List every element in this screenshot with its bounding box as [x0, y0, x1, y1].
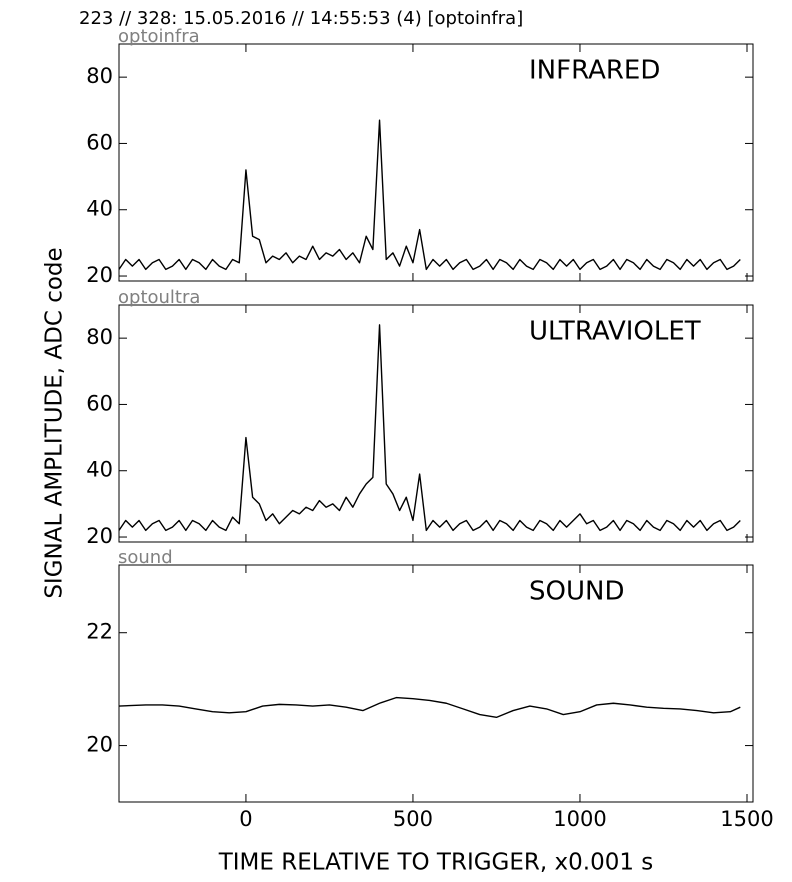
data-line: [118, 324, 741, 532]
panel-annotation: SOUND: [529, 577, 624, 607]
panel-label: sound: [118, 547, 173, 568]
y-tick-label: 20: [86, 524, 113, 548]
x-tick-label: 1500: [720, 807, 773, 831]
panel-annotation: INFRARED: [529, 56, 660, 86]
data-line: [118, 696, 741, 719]
panel-label: optoinfra: [118, 26, 200, 47]
x-tick-label: 500: [393, 807, 433, 831]
panel-annotation: ULTRAVIOLET: [529, 317, 701, 347]
y-tick-label: 80: [86, 325, 113, 349]
x-tick-label: 1000: [553, 807, 606, 831]
y-tick-label: 60: [86, 130, 113, 154]
plot-area: [118, 304, 754, 543]
plot-area: [118, 564, 754, 803]
figure-title: 223 // 328: 15.05.2016 // 14:55:53 (4) […: [79, 8, 523, 29]
y-tick-label: 22: [86, 620, 113, 644]
y-tick-label: 20: [86, 733, 113, 757]
y-axis-label: SIGNAL AMPLITUDE, ADC code: [42, 247, 68, 598]
y-tick-label: 40: [86, 458, 113, 482]
y-tick-label: 60: [86, 391, 113, 415]
panel-label: optoultra: [118, 287, 200, 308]
y-tick-label: 80: [86, 64, 113, 88]
x-axis-label: TIME RELATIVE TO TRIGGER, x0.001 s: [218, 850, 654, 876]
y-tick-label: 20: [86, 263, 113, 287]
y-tick-label: 40: [86, 197, 113, 221]
x-tick-label: 0: [239, 807, 252, 831]
plot-area: [118, 43, 754, 282]
data-line: [118, 119, 741, 271]
